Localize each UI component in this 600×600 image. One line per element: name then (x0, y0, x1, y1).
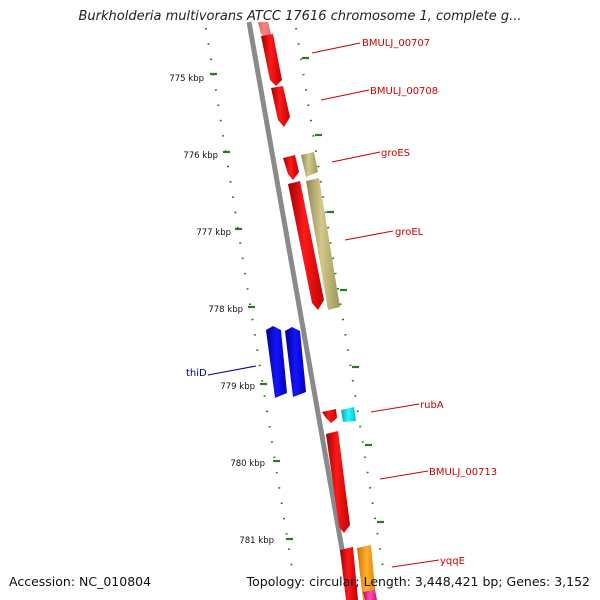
gene-label-thid[interactable]: thiD (186, 368, 207, 379)
leader-line (344, 230, 394, 241)
gene-bmulj-00707[interactable] (261, 34, 282, 86)
forward-strand-genes (258, 22, 377, 600)
gene-feature[interactable] (340, 547, 358, 600)
leader-line (331, 151, 381, 163)
gene-groel[interactable] (306, 178, 340, 310)
kbp-label: 778 kbp (208, 305, 243, 315)
gene-feature[interactable] (283, 155, 299, 180)
leader-line (311, 42, 361, 54)
gene-label-groel[interactable]: groEL (395, 227, 424, 238)
major-ticks (210, 56, 384, 541)
gene-thid[interactable] (266, 326, 287, 398)
gene-yqqe[interactable] (357, 545, 376, 600)
kbp-label: 781 kbp (239, 536, 274, 546)
gene-feature[interactable] (363, 590, 377, 600)
kbp-label: 776 kbp (183, 151, 218, 161)
kbp-label: 780 kbp (230, 459, 265, 469)
gene-bmulj-00708[interactable] (271, 86, 290, 127)
leader-line (370, 403, 420, 413)
gene-label-yqqe[interactable]: yqqE (440, 556, 465, 567)
gene-ruba[interactable] (341, 407, 356, 422)
leader-line (379, 470, 429, 480)
gene-feature[interactable] (288, 181, 324, 310)
gene-label-bmulj-00707[interactable]: BMULJ_00707 (362, 38, 430, 49)
accession-text: Accession: NC_010804 (9, 574, 152, 589)
label-leaders (311, 42, 440, 568)
leader-line (391, 559, 440, 568)
gene-feature[interactable] (322, 409, 337, 423)
gene-feature[interactable] (285, 327, 306, 397)
kbp-label: 777 kbp (196, 228, 231, 238)
gene-label-bmulj-00713[interactable]: BMULJ_00713 (429, 467, 497, 478)
map-title: Burkholderia multivorans ATCC 17616 chro… (78, 9, 522, 24)
gene-label-bmulj-00708[interactable]: BMULJ_00708 (370, 86, 438, 97)
gene-label-ruba[interactable]: rubA (420, 400, 444, 411)
genome-backbone (246, 21, 354, 600)
gene-groes[interactable] (301, 152, 318, 177)
leader-line (207, 365, 257, 376)
gene-feature[interactable] (258, 22, 271, 38)
kbp-label: 779 kbp (220, 382, 255, 392)
topology-text: Topology: circular; Length: 3,448,421 bp… (246, 574, 590, 589)
kbp-label: 775 kbp (169, 74, 204, 84)
gene-bmulj-00713[interactable] (326, 431, 350, 533)
gene-label-groes[interactable]: groES (381, 148, 410, 159)
leader-line (320, 89, 370, 101)
reverse-strand-genes (266, 326, 306, 398)
